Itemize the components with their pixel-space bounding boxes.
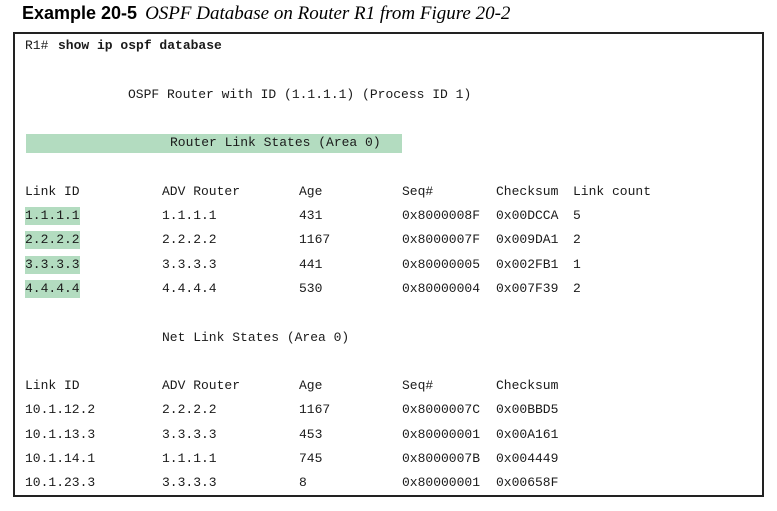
link-id-cell: 2.2.2.2 bbox=[25, 231, 80, 249]
seq-cell: 0x8000007B bbox=[402, 451, 481, 466]
checksum-cell: 0x002FB1 bbox=[496, 257, 559, 272]
link-count-cell: 2 bbox=[573, 232, 581, 247]
router-section-heading: Router Link States (Area 0) bbox=[170, 135, 381, 150]
net-col-seq: Seq# bbox=[402, 378, 434, 393]
checksum-cell: 0x007F39 bbox=[496, 281, 559, 296]
adv-router-cell: 3.3.3.3 bbox=[162, 427, 217, 442]
seq-cell: 0x8000007F bbox=[402, 232, 481, 247]
checksum-cell: 0x00A161 bbox=[496, 427, 559, 442]
figure-caption: Example 20-5 OSPF Database on Router R1 f… bbox=[22, 3, 510, 29]
link-count-cell: 2 bbox=[573, 281, 581, 296]
net-col-adv-router: ADV Router bbox=[162, 378, 241, 393]
seq-cell: 0x80000004 bbox=[402, 281, 481, 296]
age-cell: 530 bbox=[299, 281, 323, 296]
router-col-link-id: Link ID bbox=[25, 184, 80, 199]
ospf-banner: OSPF Router with ID (1.1.1.1) (Process I… bbox=[128, 87, 472, 102]
adv-router-cell: 3.3.3.3 bbox=[162, 475, 217, 490]
net-col-checksum: Checksum bbox=[496, 378, 559, 393]
checksum-cell: 0x00BBD5 bbox=[496, 402, 559, 417]
link-id-cell: 10.1.13.3 bbox=[25, 427, 96, 442]
link-id-cell: 3.3.3.3 bbox=[25, 256, 80, 274]
adv-router-cell: 2.2.2.2 bbox=[162, 402, 217, 417]
example-number: Example 20-5 bbox=[22, 3, 138, 23]
cli-command: show ip ospf database bbox=[58, 38, 222, 53]
link-id-cell: 10.1.23.3 bbox=[25, 475, 96, 490]
seq-cell: 0x80000001 bbox=[402, 475, 481, 490]
adv-router-cell: 4.4.4.4 bbox=[162, 281, 217, 296]
net-col-age: Age bbox=[299, 378, 323, 393]
checksum-cell: 0x00DCCA bbox=[496, 208, 559, 223]
seq-cell: 0x8000007C bbox=[402, 402, 481, 417]
checksum-cell: 0x00658F bbox=[496, 475, 559, 490]
router-col-checksum: Checksum bbox=[496, 184, 559, 199]
router-col-seq: Seq# bbox=[402, 184, 434, 199]
adv-router-cell: 1.1.1.1 bbox=[162, 208, 217, 223]
router-section-highlight bbox=[26, 134, 402, 153]
adv-router-cell: 1.1.1.1 bbox=[162, 451, 217, 466]
example-title: OSPF Database on Router R1 from Figure 2… bbox=[145, 3, 511, 24]
age-cell: 8 bbox=[299, 475, 307, 490]
link-id-cell: 10.1.14.1 bbox=[25, 451, 96, 466]
adv-router-cell: 2.2.2.2 bbox=[162, 232, 217, 247]
seq-cell: 0x8000008F bbox=[402, 208, 481, 223]
link-id-cell: 1.1.1.1 bbox=[25, 207, 80, 225]
age-cell: 441 bbox=[299, 257, 323, 272]
checksum-cell: 0x004449 bbox=[496, 451, 559, 466]
cli-prompt: R1# bbox=[25, 38, 49, 53]
router-col-age: Age bbox=[299, 184, 323, 199]
net-col-link-id: Link ID bbox=[25, 378, 80, 393]
seq-cell: 0x80000001 bbox=[402, 427, 481, 442]
seq-cell: 0x80000005 bbox=[402, 257, 481, 272]
adv-router-cell: 3.3.3.3 bbox=[162, 257, 217, 272]
net-section-heading: Net Link States (Area 0) bbox=[162, 330, 350, 345]
router-col-link-count: Link count bbox=[573, 184, 652, 199]
age-cell: 453 bbox=[299, 427, 323, 442]
checksum-cell: 0x009DA1 bbox=[496, 232, 559, 247]
age-cell: 431 bbox=[299, 208, 323, 223]
link-count-cell: 1 bbox=[573, 257, 581, 272]
link-id-cell: 10.1.12.2 bbox=[25, 402, 96, 417]
age-cell: 745 bbox=[299, 451, 323, 466]
link-count-cell: 5 bbox=[573, 208, 581, 223]
age-cell: 1167 bbox=[299, 232, 331, 247]
terminal-output: R1# show ip ospf database OSPF Router wi… bbox=[13, 32, 764, 497]
router-col-adv-router: ADV Router bbox=[162, 184, 241, 199]
age-cell: 1167 bbox=[299, 402, 331, 417]
link-id-cell: 4.4.4.4 bbox=[25, 280, 80, 298]
